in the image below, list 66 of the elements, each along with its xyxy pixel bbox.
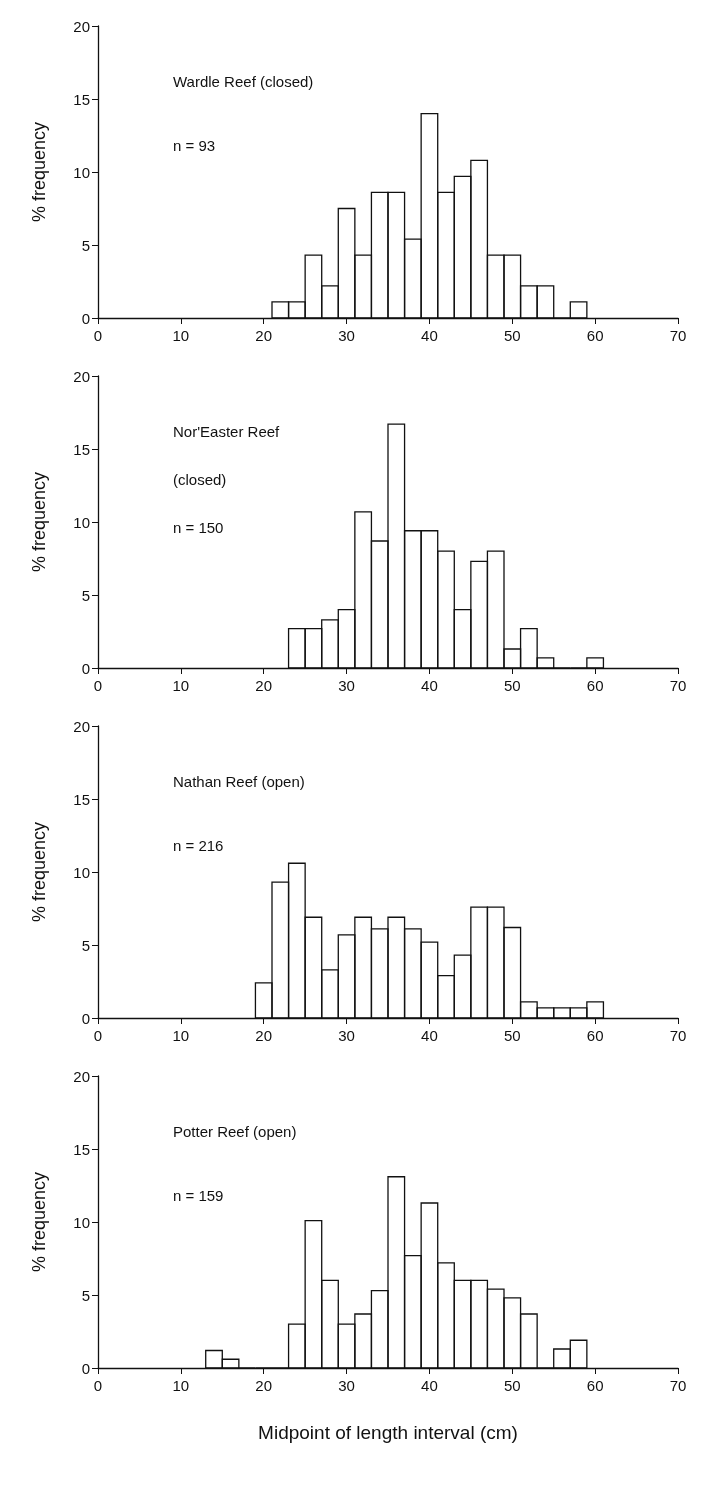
y-tick-label: 5 <box>81 236 90 254</box>
y-axis-title: % frequency <box>29 1171 49 1273</box>
x-tick-label: 30 <box>338 327 355 344</box>
y-tick-label: 20 <box>73 717 90 735</box>
x-tick-label: 50 <box>503 677 521 694</box>
x-tick-label: 40 <box>421 1027 438 1044</box>
x-tick-label: 50 <box>503 1027 521 1044</box>
annotation: (closed) <box>173 471 227 488</box>
y-tick-label: 5 <box>81 1286 90 1304</box>
x-tick-label: 70 <box>669 1027 687 1044</box>
y-tick-label: 5 <box>81 586 90 604</box>
x-tick-label: 0 <box>93 327 103 344</box>
x-tick-label: 40 <box>421 327 438 344</box>
x-tick-label: 50 <box>503 327 521 344</box>
annotation: n = 216 <box>173 837 224 854</box>
x-tick-label: 30 <box>338 1027 355 1044</box>
annotation: n = 150 <box>173 519 224 536</box>
x-axis-title: Midpoint of length interval (cm) <box>258 1422 518 1443</box>
y-tick-label: 20 <box>73 17 90 35</box>
y-tick-label: 10 <box>73 863 90 881</box>
x-tick-label: 10 <box>172 677 190 694</box>
x-tick-label: 70 <box>669 677 687 694</box>
y-tick-label: 0 <box>81 1009 90 1027</box>
x-tick-label: 60 <box>586 1027 604 1044</box>
x-tick-label: 60 <box>586 327 604 344</box>
x-tick-label: 10 <box>172 327 190 344</box>
y-tick-label: 0 <box>81 309 90 327</box>
y-tick-label: 20 <box>73 1067 90 1085</box>
annotation: Nathan Reef (open) <box>173 773 305 790</box>
x-tick-label: 30 <box>338 677 355 694</box>
y-tick-label: 10 <box>73 163 90 181</box>
x-tick-label: 10 <box>172 1377 190 1394</box>
y-tick-label: 10 <box>73 513 90 531</box>
x-tick-label: 20 <box>255 677 273 694</box>
y-axis-title: % frequency <box>29 121 49 223</box>
x-tick-label: 0 <box>93 1377 103 1394</box>
x-tick-label: 60 <box>586 677 604 694</box>
y-tick-label: 15 <box>73 1140 90 1158</box>
y-axis-title: % frequency <box>29 821 49 923</box>
annotation: Nor'Easter Reef <box>173 423 281 440</box>
x-tick-label: 10 <box>172 1027 190 1044</box>
y-tick-label: 0 <box>81 1359 90 1377</box>
y-tick-label: 15 <box>73 90 90 108</box>
y-tick-label: 0 <box>81 659 90 677</box>
x-tick-label: 40 <box>421 677 438 694</box>
y-axis-title: % frequency <box>29 471 49 573</box>
x-tick-label: 40 <box>421 1377 438 1394</box>
y-tick-label: 15 <box>73 440 90 458</box>
x-tick-label: 70 <box>669 327 687 344</box>
x-tick-label: 20 <box>255 1027 273 1044</box>
y-tick-label: 10 <box>73 1213 90 1231</box>
x-tick-label: 70 <box>669 1377 687 1394</box>
annotation: n = 159 <box>173 1187 224 1204</box>
x-tick-label: 0 <box>93 677 103 694</box>
x-tick-label: 60 <box>586 1377 604 1394</box>
x-tick-label: 20 <box>255 1377 273 1394</box>
x-tick-label: 50 <box>503 1377 521 1394</box>
x-tick-label: 30 <box>338 1377 355 1394</box>
annotation: Potter Reef (open) <box>173 1123 297 1140</box>
x-tick-label: 20 <box>255 327 273 344</box>
annotation: n = 93 <box>173 137 216 154</box>
x-tick-label: 0 <box>93 1027 103 1044</box>
y-tick-label: 20 <box>73 367 90 385</box>
y-tick-label: 15 <box>73 790 90 808</box>
y-tick-label: 5 <box>81 936 90 954</box>
annotation: Wardle Reef (closed) <box>173 73 314 90</box>
